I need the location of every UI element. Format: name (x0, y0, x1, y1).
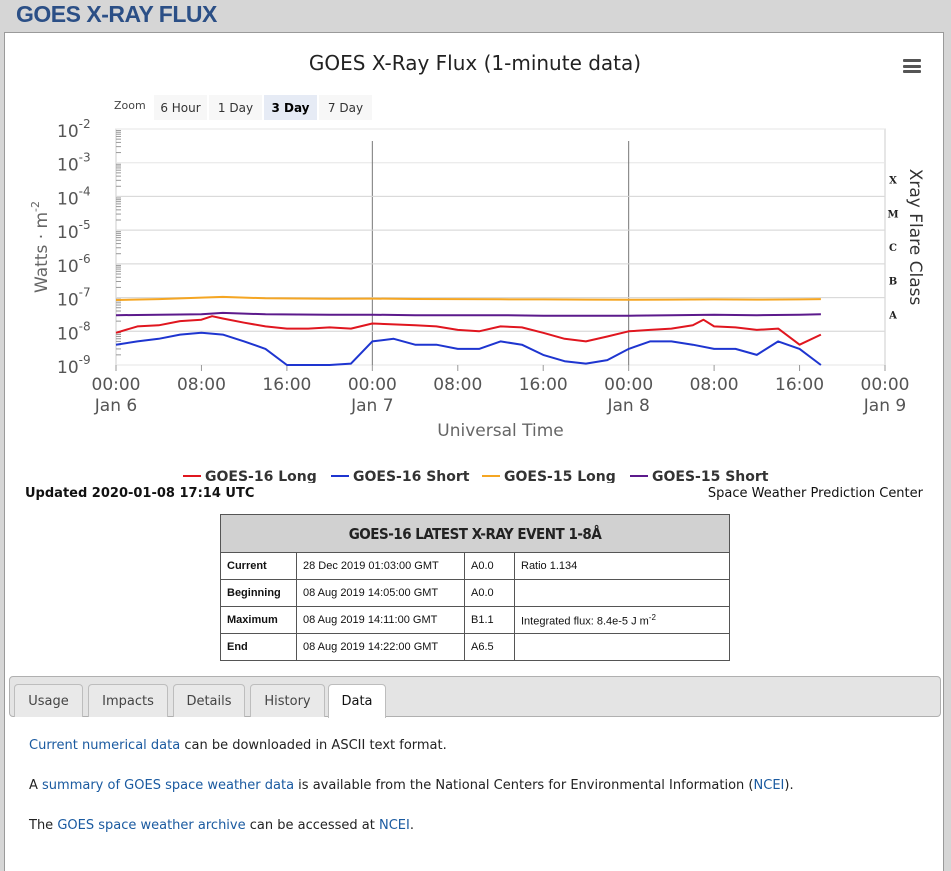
y-tick-label: 10-9 (57, 353, 91, 378)
ncei-link[interactable]: NCEI (753, 778, 785, 793)
x-tick-time: 00:00 (861, 375, 910, 395)
x-tick-time: 16:00 (262, 375, 311, 395)
y-tick-label: 10-3 (57, 151, 91, 176)
x-tick-time: 16:00 (519, 375, 568, 395)
row-class: A6.5 (464, 633, 515, 661)
x-axis-title: Universal Time (437, 421, 563, 441)
row-class: B1.1 (464, 606, 515, 634)
zoom-7-day-button[interactable]: 7 Day (319, 95, 372, 120)
x-tick-date: Jan 8 (606, 396, 649, 416)
row-extra (514, 633, 730, 661)
updated-timestamp: Updated 2020-01-08 17:14 UTC (25, 486, 255, 501)
event-table-title: GOES-16 LATEST X-RAY EVENT 1-8Å (220, 514, 730, 553)
tab-usage[interactable]: Usage (14, 684, 83, 717)
main-panel: 10-2 10-3 10-4 10-5 10-6 10-7 10-8 10-9 00:00 Jan… (4, 32, 944, 871)
series-line-goes-15-short (115, 311, 821, 317)
chart-title: GOES X-Ray Flux (1-minute data) (308, 51, 642, 75)
row-extra (514, 579, 730, 607)
right-axis-title: Xray Flare Class (905, 169, 925, 306)
hamburger-menu-icon[interactable] (903, 59, 921, 73)
zoom-1-day-button[interactable]: 1 Day (209, 95, 262, 120)
row-label: Maximum (220, 606, 297, 634)
legend-item: GOES-16 Short (353, 469, 470, 483)
x-tick-time: 16:00 (775, 375, 824, 395)
current-numerical-data-link[interactable]: Current numerical data (29, 738, 181, 753)
tab-history[interactable]: History (250, 684, 325, 717)
series-line-goes-16-long (115, 315, 822, 346)
flare-class-label: C (889, 243, 897, 254)
source-credit: Space Weather Prediction Center (707, 486, 923, 501)
x-tick-time: 08:00 (690, 375, 739, 395)
row-time: 08 Aug 2019 14:05:00 GMT (296, 579, 465, 607)
y-tick-label: 10-4 (57, 184, 91, 209)
x-tick-time: 00:00 (348, 375, 397, 395)
legend-item: GOES-15 Long (504, 469, 616, 483)
goes-archive-link[interactable]: GOES space weather archive (57, 818, 246, 833)
row-class: A0.0 (464, 552, 515, 580)
row-time: 08 Aug 2019 14:22:00 GMT (296, 633, 465, 661)
row-time: 28 Dec 2019 01:03:00 GMT (296, 552, 465, 580)
table-row: Beginning 08 Aug 2019 14:05:00 GMT A0.0 (220, 579, 730, 607)
zoom-3-day-button[interactable]: 3 Day (264, 95, 317, 120)
tab-data[interactable]: Data (328, 684, 386, 718)
row-extra: Ratio 1.134 (514, 552, 730, 580)
goes-summary-link[interactable]: summary of GOES space weather data (42, 778, 295, 793)
x-tick-time: 08:00 (177, 375, 226, 395)
flare-class-label: X (889, 176, 897, 187)
row-time: 08 Aug 2019 14:11:00 GMT (296, 606, 465, 634)
table-row: Current 28 Dec 2019 01:03:00 GMT A0.0 Ra… (220, 552, 730, 580)
y-tick-label: 10-8 (57, 319, 91, 344)
row-extra: Integrated flux: 8.4e-5 J m-2 (514, 606, 730, 634)
table-row: Maximum 08 Aug 2019 14:11:00 GMT B1.1 In… (220, 606, 730, 634)
x-tick-date: Jan 7 (350, 396, 393, 416)
data-paragraph-3: The GOES space weather archive can be ac… (29, 818, 414, 833)
row-class: A0.0 (464, 579, 515, 607)
legend-item: GOES-16 Long (205, 469, 317, 483)
info-tabs: Usage Impacts Details History Data (9, 676, 941, 718)
y-tick-label: 10-5 (57, 218, 91, 243)
series-line-goes-15-long (115, 295, 821, 301)
tab-impacts[interactable]: Impacts (88, 684, 168, 717)
legend-item: GOES-15 Short (652, 469, 769, 483)
flare-class-label: M (887, 209, 898, 220)
x-tick-date: Jan 9 (863, 396, 906, 416)
row-label: Current (220, 552, 297, 580)
flare-class-label: B (889, 277, 897, 288)
ncei-archive-link[interactable]: NCEI (379, 818, 410, 833)
xray-flux-chart: 10-210-310-410-510-610-710-810-900:00Jan… (29, 117, 925, 483)
data-paragraph-2: A summary of GOES space weather data is … (29, 778, 794, 793)
x-tick-time: 00:00 (604, 375, 653, 395)
y-tick-label: 10-2 (57, 117, 91, 142)
x-tick-date: Jan 6 (94, 396, 137, 416)
x-tick-time: 08:00 (433, 375, 482, 395)
y-tick-label: 10-6 (57, 252, 91, 277)
page-title: GOES X-RAY FLUX (16, 1, 217, 27)
y-axis-title: Watts · m-2 (29, 201, 52, 293)
row-label: End (220, 633, 297, 661)
x-tick-time: 00:00 (92, 375, 141, 395)
xray-event-table: GOES-16 LATEST X-RAY EVENT 1-8Å Current … (220, 514, 730, 661)
series-line-goes-16-short (115, 331, 822, 366)
tab-details[interactable]: Details (173, 684, 245, 717)
y-tick-label: 10-7 (57, 286, 91, 311)
zoom-6-hour-button[interactable]: 6 Hour (154, 95, 207, 120)
row-label: Beginning (220, 579, 297, 607)
flare-class-label: A (888, 310, 897, 321)
data-paragraph-1: Current numerical data can be downloaded… (29, 738, 447, 753)
zoom-label: Zoom (114, 99, 146, 112)
table-row: End 08 Aug 2019 14:22:00 GMT A6.5 (220, 633, 730, 661)
